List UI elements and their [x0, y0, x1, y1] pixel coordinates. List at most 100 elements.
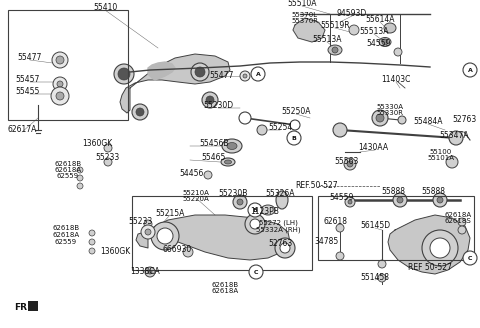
Text: 55519R: 55519R — [320, 22, 350, 31]
Text: 55477: 55477 — [18, 52, 42, 62]
Circle shape — [257, 125, 267, 135]
Text: B: B — [252, 208, 257, 213]
Circle shape — [433, 193, 447, 207]
Circle shape — [449, 131, 463, 145]
Text: 55272 (LH)
55332A (RH): 55272 (LH) 55332A (RH) — [256, 219, 300, 233]
Circle shape — [151, 222, 179, 250]
Circle shape — [51, 87, 69, 105]
Circle shape — [89, 230, 95, 236]
Text: 1123PB: 1123PB — [251, 208, 279, 216]
Text: 62618: 62618 — [323, 217, 347, 227]
Circle shape — [195, 67, 205, 77]
Bar — [8, 10, 128, 120]
Circle shape — [458, 226, 466, 234]
Text: 52763: 52763 — [268, 239, 292, 249]
Circle shape — [393, 193, 407, 207]
Text: 55455: 55455 — [16, 88, 40, 96]
Circle shape — [378, 260, 386, 268]
Text: 55457: 55457 — [16, 75, 40, 85]
Circle shape — [77, 167, 83, 173]
Circle shape — [250, 219, 260, 229]
Circle shape — [430, 238, 450, 258]
Text: 55465: 55465 — [202, 154, 226, 162]
Circle shape — [336, 252, 344, 260]
Circle shape — [280, 243, 290, 253]
Text: 62618B
62618A
62559: 62618B 62618A 62559 — [52, 226, 80, 244]
Text: 55456B: 55456B — [199, 138, 229, 148]
Text: C: C — [468, 256, 472, 260]
Circle shape — [202, 92, 218, 108]
Text: 55370L
55370R: 55370L 55370R — [291, 12, 319, 24]
Text: 55230B: 55230B — [218, 190, 248, 198]
Circle shape — [446, 156, 458, 168]
Text: 54559: 54559 — [330, 193, 354, 201]
Circle shape — [372, 110, 388, 126]
Polygon shape — [148, 62, 175, 80]
Circle shape — [183, 247, 193, 257]
Circle shape — [144, 220, 152, 228]
Text: 55233: 55233 — [128, 217, 152, 227]
Circle shape — [89, 248, 95, 254]
Circle shape — [145, 229, 151, 235]
Ellipse shape — [225, 160, 231, 164]
Circle shape — [345, 197, 355, 207]
Text: 55614A: 55614A — [365, 15, 395, 25]
Polygon shape — [136, 215, 290, 260]
Circle shape — [249, 265, 263, 279]
Polygon shape — [293, 18, 325, 42]
Circle shape — [104, 158, 112, 166]
Text: 94593D: 94593D — [337, 10, 367, 18]
Text: 55100
55101A: 55100 55101A — [428, 149, 455, 161]
Text: B: B — [291, 135, 297, 140]
Circle shape — [136, 108, 144, 116]
Text: 55326A: 55326A — [265, 190, 295, 198]
Circle shape — [422, 230, 458, 266]
Circle shape — [89, 239, 95, 245]
Text: 1360GK: 1360GK — [82, 138, 112, 148]
Circle shape — [378, 274, 386, 282]
Circle shape — [463, 251, 477, 265]
Circle shape — [397, 197, 403, 203]
Polygon shape — [120, 54, 230, 113]
Ellipse shape — [261, 205, 275, 215]
Circle shape — [239, 112, 251, 124]
Text: A: A — [255, 72, 261, 76]
Text: REF 50-527: REF 50-527 — [408, 263, 452, 273]
Ellipse shape — [384, 23, 396, 33]
Text: FR.: FR. — [14, 303, 31, 313]
Text: 55510A: 55510A — [287, 0, 317, 9]
Text: 55477: 55477 — [210, 71, 234, 79]
Bar — [132, 196, 312, 270]
Circle shape — [191, 63, 209, 81]
Text: 62618B
62618A: 62618B 62618A — [211, 282, 239, 294]
Circle shape — [237, 199, 243, 205]
Circle shape — [206, 96, 214, 104]
Circle shape — [245, 214, 265, 234]
Circle shape — [77, 175, 83, 181]
Ellipse shape — [379, 37, 391, 47]
Circle shape — [349, 25, 359, 35]
Circle shape — [57, 81, 63, 87]
Circle shape — [233, 195, 247, 209]
Text: 54456: 54456 — [180, 169, 204, 177]
Circle shape — [240, 71, 250, 81]
Circle shape — [336, 224, 344, 232]
Circle shape — [148, 270, 152, 274]
Circle shape — [243, 74, 247, 78]
Circle shape — [251, 67, 265, 81]
Circle shape — [376, 114, 384, 122]
Circle shape — [56, 92, 64, 100]
Text: 62618B
62618A
62559: 62618B 62618A 62559 — [54, 160, 82, 179]
Text: REF.50-527: REF.50-527 — [296, 180, 338, 190]
Text: 55233: 55233 — [95, 154, 119, 162]
Circle shape — [333, 123, 347, 137]
Text: 551458: 551458 — [360, 274, 389, 282]
Circle shape — [332, 47, 338, 53]
Text: 55254: 55254 — [268, 124, 292, 133]
Circle shape — [463, 63, 477, 77]
Text: 55513A: 55513A — [312, 35, 342, 45]
Text: 55347A: 55347A — [439, 132, 469, 140]
Text: A: A — [468, 68, 472, 72]
Text: 1430AA: 1430AA — [358, 144, 388, 153]
Bar — [28, 301, 38, 311]
